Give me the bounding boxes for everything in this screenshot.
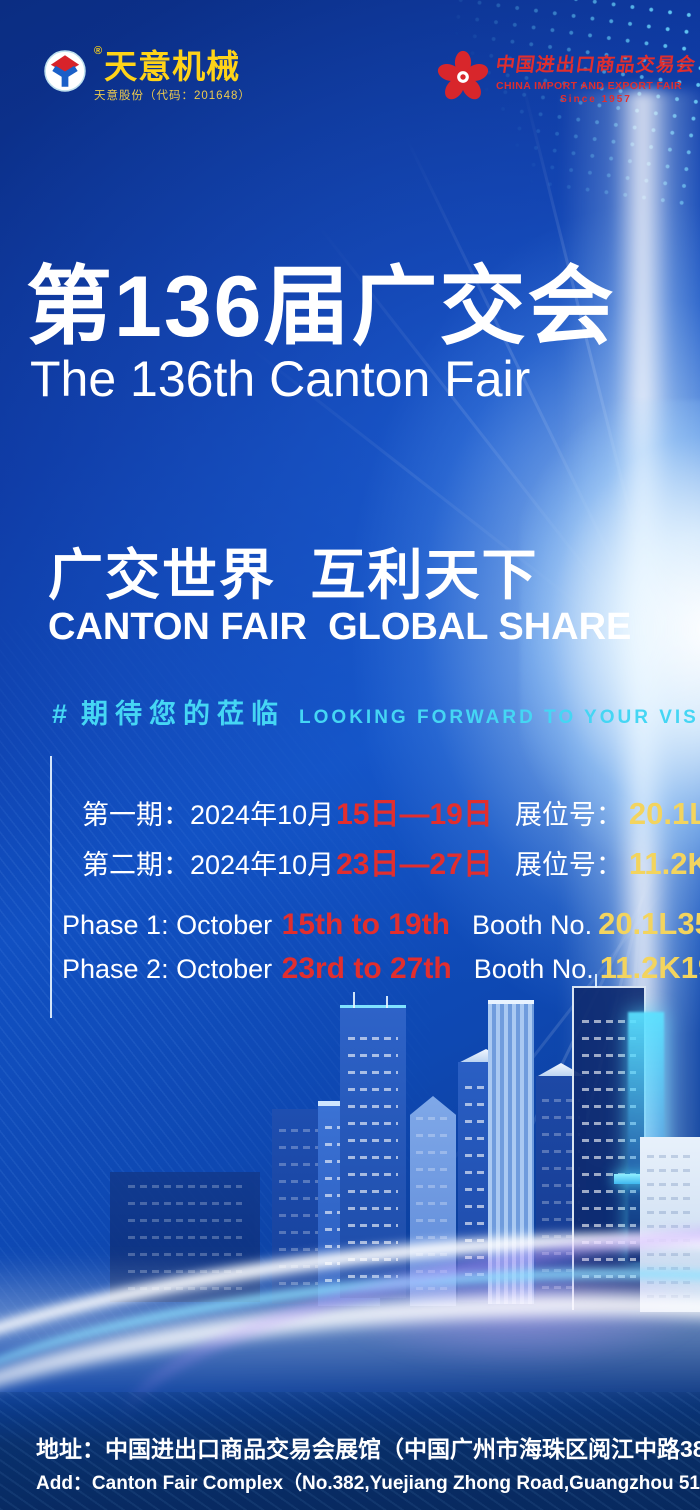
slogan-en: CANTON FAIR GLOBAL SHARE [48, 606, 632, 648]
booth-label: 展位号： [514, 850, 623, 880]
booth-number: 20.1L35 [598, 906, 700, 941]
booth-label: Booth No. [472, 910, 593, 940]
schedule-dates: 23rd to 27th [281, 952, 452, 985]
booth-number: 11.2K19 [628, 846, 700, 881]
fair-name-cn: 中国进出口商品交易会 [494, 55, 698, 76]
building [318, 1101, 380, 1306]
fair-name-en: CHINA IMPORT AND EXPORT FAIR [496, 80, 683, 92]
building [572, 974, 646, 1310]
city-skyline [0, 974, 700, 1320]
schedule-prefix: 第一期：2024年10月 [82, 800, 335, 830]
brand-name: ®天意机械 [94, 45, 241, 85]
dot-grid-texture [406, 0, 700, 220]
building-glow [628, 1012, 664, 1262]
main-title-en: The 136th Canton Fair [30, 351, 531, 407]
kapok-flower-icon [437, 50, 489, 100]
address-en: Add：Canton Fair Complex（No.382,Yuejiang … [36, 1473, 700, 1494]
building [340, 992, 406, 1298]
schedule-prefix: Phase 2: October [62, 954, 273, 984]
registered-mark: ® [94, 45, 104, 57]
building [110, 1172, 260, 1302]
schedule-prefix: 第二期：2024年10月 [82, 850, 335, 880]
main-title-cn: 第136届广交会 [26, 259, 616, 355]
light-swoosh-glow [0, 1255, 700, 1405]
invite-en: LOOKING FORWARD TO YOUR VISIT [299, 707, 700, 728]
building [488, 1000, 534, 1304]
brand-logo-icon [44, 50, 86, 92]
schedule-row-en-2: Phase 2: October 23rd to 27th Booth No. 11… [62, 945, 700, 987]
booth-label: 展位号： [514, 800, 623, 830]
vertical-divider [50, 756, 52, 1018]
building [272, 1109, 332, 1304]
fair-logo: 中国进出口商品交易会 CHINA IMPORT AND EXPORT FAIR … [436, 50, 698, 105]
schedule-prefix: Phase 1: October [62, 910, 273, 940]
address-cn: 地址：中国进出口商品交易会展馆（中国广州市海珠区阅江中路382号） [36, 1436, 700, 1462]
schedule-dates: 23日—27日 [336, 848, 493, 881]
brand-logo: ®天意机械 天意股份（代码：201648） [44, 45, 251, 103]
booth-number: 11.2K19 [599, 950, 700, 985]
booth-label: Booth No. [473, 954, 594, 984]
schedule-dates: 15th to 19th [281, 908, 450, 941]
invite-line: # 期待您的莅临 LOOKING FORWARD TO YOUR VISIT [52, 692, 700, 731]
schedule-dates: 15日—19日 [336, 798, 493, 831]
building [410, 1096, 456, 1306]
building [536, 1063, 586, 1306]
glow-deck [614, 1174, 678, 1184]
purple-light-tint [330, 1240, 700, 1370]
hash-icon: # [52, 699, 68, 729]
booth-number: 20.1L35 [628, 796, 700, 831]
invite-cn: 期待您的莅临 [81, 699, 286, 729]
brand-subtitle: 天意股份（代码：201648） [94, 89, 251, 102]
schedule-row-en-1: Phase 1: October 15th to 19th Booth No. 20… [62, 901, 700, 943]
fair-since: Since 1957 [560, 94, 632, 105]
building [458, 1049, 514, 1302]
building [640, 1137, 700, 1312]
slogan-cn: 广交世界 互利天下 [48, 544, 539, 606]
